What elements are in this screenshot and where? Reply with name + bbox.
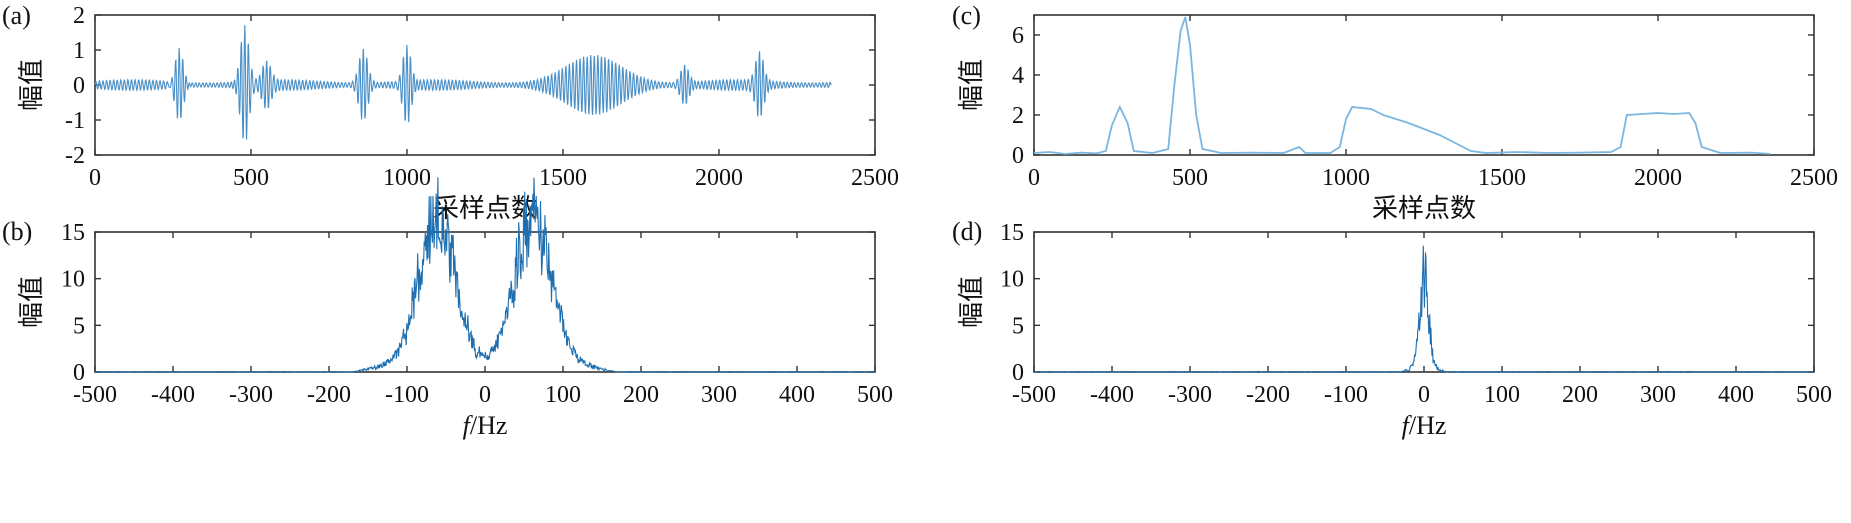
panel-d: -500 -400 -300 -200 -100 0 100 200 300 400 500 0 5 10…: [952, 217, 1832, 440]
plot-frame: [1033, 14, 1815, 156]
series-line: [94, 177, 875, 373]
panel-letter: (b): [2, 217, 32, 246]
y-tick-label: 4: [1012, 63, 1024, 89]
x-tick-label: 2500: [851, 165, 899, 191]
x-tick-label: 0: [1418, 382, 1430, 408]
x-tick-label: -500: [1012, 382, 1056, 408]
x-tick-label: -400: [151, 382, 195, 408]
y-tick-label: 15: [61, 220, 85, 246]
x-tick-label: -500: [73, 382, 117, 408]
y-tick-label: 0: [1012, 360, 1024, 386]
y-tick-label: 2: [73, 3, 85, 29]
y-tick-label: 5: [1012, 313, 1024, 339]
x-tick-label: 1000: [383, 165, 431, 191]
x-tick-label: 2500: [1790, 165, 1838, 191]
x-tick-label: 400: [1718, 382, 1754, 408]
y-tick-label: 0: [1012, 143, 1024, 169]
y-tick-label: 0: [73, 360, 85, 386]
x-tick-label: 2000: [1634, 165, 1682, 191]
series-line: [1033, 16, 1771, 155]
x-tick-label: 100: [545, 382, 581, 408]
x-tick-label: -200: [307, 382, 351, 408]
y-tick-label: 2: [1012, 103, 1024, 129]
x-tick-label: 400: [779, 382, 815, 408]
x-tick-label: 2000: [695, 165, 743, 191]
y-axis-label: 幅值: [957, 276, 986, 328]
series-line: [94, 25, 832, 140]
x-axis-label: f/Hz: [463, 411, 508, 440]
x-tick-label: -400: [1090, 382, 1134, 408]
x-tick-label: 500: [857, 382, 893, 408]
panel-letter: (c): [952, 1, 981, 30]
x-tick-label: 500: [1796, 382, 1832, 408]
y-tick-label: 6: [1012, 23, 1024, 49]
x-axis-label: f/Hz: [1402, 411, 1447, 440]
x-tick-label: -200: [1246, 382, 1290, 408]
y-axis-label: 幅值: [957, 59, 986, 111]
x-tick-label: 500: [233, 165, 269, 191]
panel-b: -500 -400 -300 -200 -100 0 100 200 300 400 500 0 5 10…: [2, 177, 893, 440]
x-tick-label: 1500: [539, 165, 587, 191]
y-tick-label: -2: [65, 143, 85, 169]
y-tick-label: 1: [73, 38, 85, 64]
x-tick-label: -300: [1168, 382, 1212, 408]
x-tick-label: 300: [1640, 382, 1676, 408]
x-tick-label: 100: [1484, 382, 1520, 408]
x-tick-label: 0: [1028, 165, 1040, 191]
y-tick-label: -1: [65, 108, 85, 134]
y-tick-label: 10: [1000, 267, 1024, 293]
panel-letter: (d): [952, 217, 982, 246]
x-tick-label: -100: [385, 382, 429, 408]
x-tick-label: -100: [1324, 382, 1368, 408]
y-axis-label: 幅值: [17, 276, 46, 328]
x-tick-label: -300: [229, 382, 273, 408]
panel-letter: (a): [2, 1, 31, 30]
y-tick-label: 0: [73, 73, 85, 99]
x-tick-label: 0: [89, 165, 101, 191]
series-line: [1033, 245, 1814, 374]
y-tick-label: 15: [1000, 220, 1024, 246]
plot-frame: [94, 231, 876, 373]
x-tick-label: 0: [479, 382, 491, 408]
y-tick-label: 5: [73, 313, 85, 339]
y-axis-label: 幅值: [17, 59, 46, 111]
x-axis-label: 采样点数: [1372, 194, 1476, 223]
x-tick-label: 200: [623, 382, 659, 408]
y-tick-label: 10: [61, 267, 85, 293]
x-tick-label: 200: [1562, 382, 1598, 408]
x-tick-label: 1000: [1322, 165, 1370, 191]
x-tick-label: 1500: [1478, 165, 1526, 191]
x-tick-label: 300: [701, 382, 737, 408]
x-tick-label: 500: [1172, 165, 1208, 191]
x-axis-label: 采样点数: [433, 194, 537, 223]
